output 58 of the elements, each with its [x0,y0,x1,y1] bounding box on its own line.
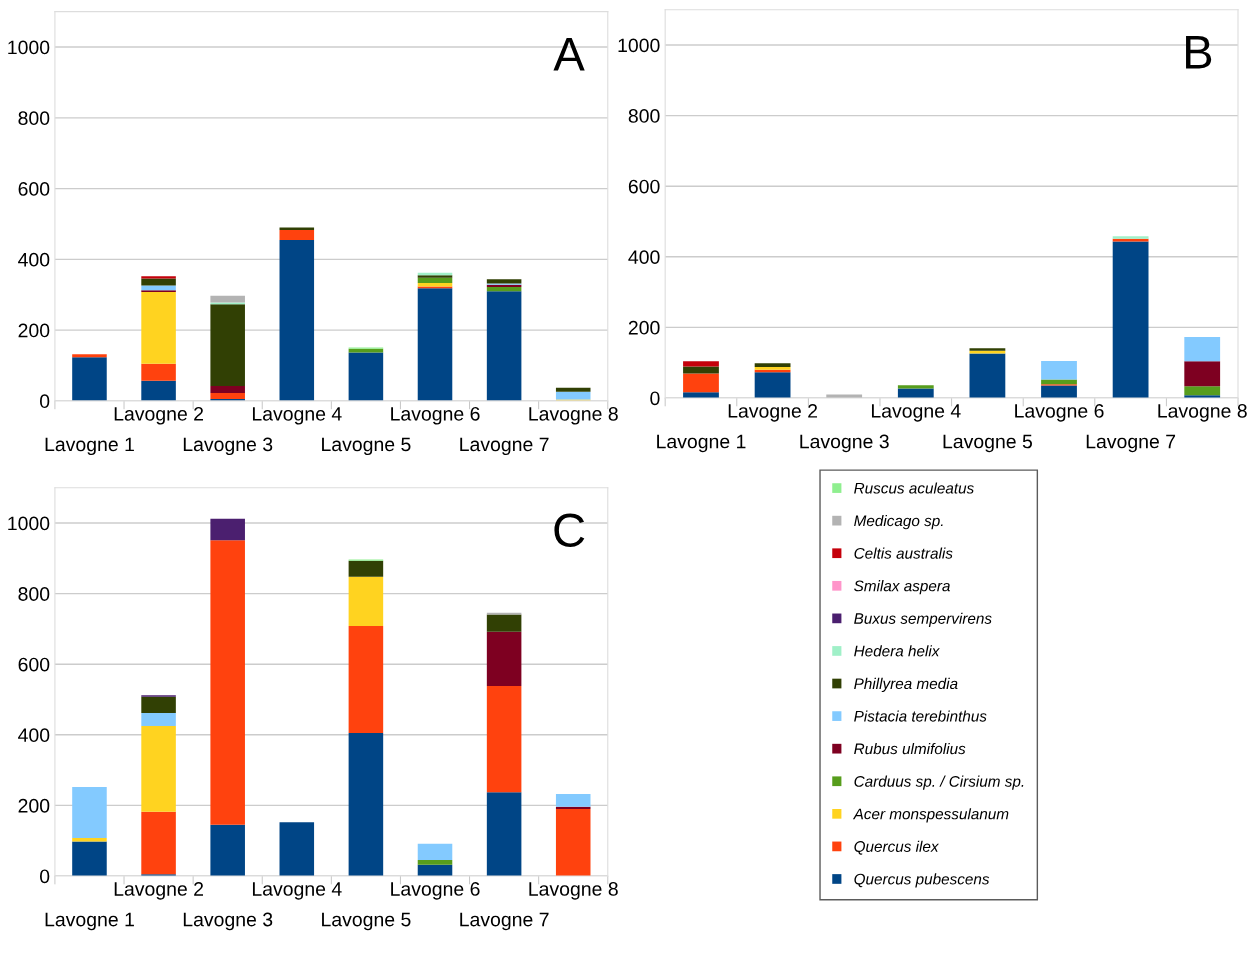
x-tick-label: Lavogne 7 [460,437,549,456]
x-tick-label: Lavogne 7 [1086,434,1176,453]
legend-label: Ruscus aculeatus [854,482,974,494]
legend-label: Smilax aspera [854,580,950,595]
y-tick-label: 400 [18,728,50,743]
x-tick-label: Lavogne 2 [728,404,818,422]
x-tick-label: Lavogne 3 [800,434,889,453]
y-tick-label: 0 [650,391,660,406]
legend-label: Quercus pubescens [854,873,990,888]
y-tick-label: 400 [18,252,50,267]
x-tick-label: Lavogne 6 [391,882,480,900]
x-tick-label: Lavogne 3 [183,437,273,456]
x-tick-label: Lavogne 1 [657,434,746,453]
y-tick-label: 200 [18,323,50,338]
x-tick-label: Lavogne 2 [114,406,204,425]
annotation: C [554,513,585,548]
x-tick-label: Lavogne 4 [871,404,961,422]
y-tick-label: 1000 [8,516,50,531]
legend-label: Celtis australis [854,547,953,559]
x-tick-label: Lavogne 6 [1015,404,1104,422]
y-tick-label: 0 [40,869,50,884]
x-tick-label: Lavogne 3 [183,912,273,931]
y-tick-label: 1000 [618,38,660,53]
x-tick-label: Lavogne 4 [252,407,342,425]
y-tick-label: 600 [18,657,50,672]
x-tick-label: Lavogne 8 [529,882,618,900]
y-tick-label: 800 [628,109,660,123]
y-tick-label: 600 [628,179,660,194]
y-tick-label: 0 [40,394,50,409]
y-tick-label: 200 [18,798,50,813]
x-tick-label: Lavogne 4 [252,882,342,900]
x-tick-label: Lavogne 8 [529,406,618,425]
y-tick-label: 1000 [8,40,50,55]
x-tick-label: Lavogne 8 [1158,404,1247,422]
x-tick-label: Lavogne 6 [391,406,480,425]
x-tick-label: Lavogne 5 [943,434,1032,453]
x-tick-label: Lavogne 5 [322,437,411,456]
x-tick-label: Lavogne 7 [460,912,549,931]
y-tick-label: 200 [628,320,660,335]
legend-label: Carduus sp. / Cirsium sp. [854,775,1024,790]
x-tick-label: Lavogne 1 [45,437,134,456]
y-tick-label: 800 [18,587,50,601]
x-tick-label: Lavogne 2 [114,882,204,900]
y-tick-label: 600 [18,182,50,196]
legend-label: Acer monspessulanum [852,808,1009,823]
y-tick-label: 400 [628,250,660,265]
legend-label: Hedera helix [854,645,940,657]
y-tick-label: 800 [18,111,50,126]
legend-label: Phillyrea media [854,677,958,693]
legend-label: Rubus ulmifolius [854,742,966,755]
legend-label: Buxus sempervirens [854,612,992,627]
legend-label: Pistacia terebinthus [854,710,987,722]
annotation: B [1186,36,1212,69]
x-tick-label: Lavogne 1 [45,912,134,931]
legend-label: Quercus ilex [854,840,939,855]
annotation: A [553,38,585,71]
x-tick-label: Lavogne 5 [322,912,411,931]
legend-label: Medicago sp. [854,514,943,530]
